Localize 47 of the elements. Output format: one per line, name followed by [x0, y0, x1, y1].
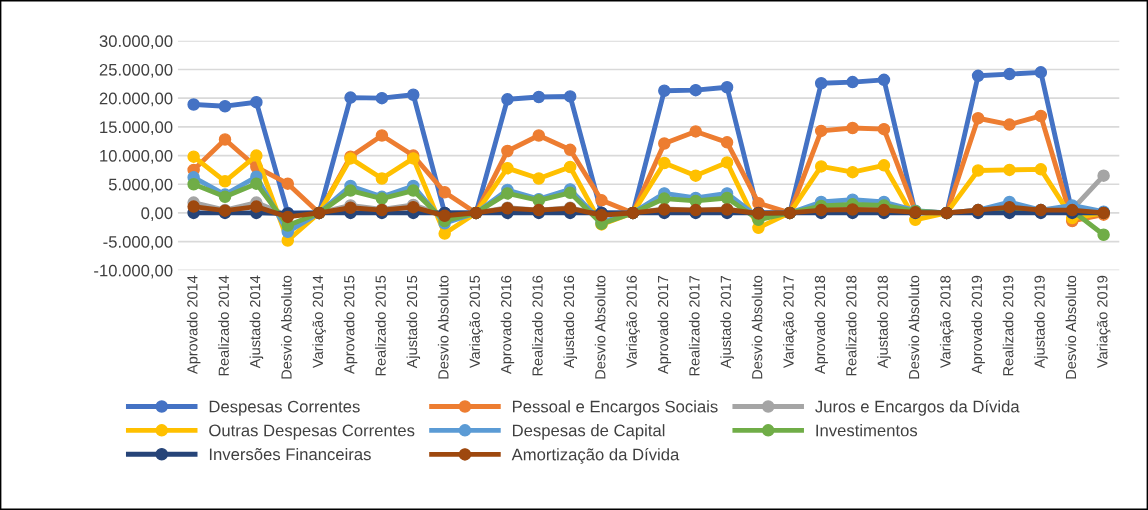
x-tick-label: Ajustado 2016 [563, 275, 577, 369]
y-tick-label: 0,00 [141, 207, 173, 222]
x-tick-label: Realizado 2019 [1002, 275, 1014, 376]
x-tick-label: Variação 2019 [1096, 275, 1111, 369]
x-tick-label: Variação 2017 [782, 275, 797, 369]
x-tick-label: Variação 2014 [312, 275, 326, 369]
legend-label: Pessoal e Encargos Sociais [512, 400, 718, 416]
x-tick-label: Variação 2016 [626, 275, 640, 369]
x-tick-label: Variação 2018 [939, 275, 954, 369]
x-tick-label: Aprovado 2015 [343, 275, 358, 375]
y-tick-label: 30.000,00 [99, 35, 173, 49]
x-tick-label: Ajustado 2015 [406, 275, 421, 369]
legend-label: Amortização da Dívida [511, 447, 680, 464]
x-tick-label: Desvio Absoluto [908, 275, 920, 379]
legend-label: Outras Despesas Correntes [209, 424, 415, 440]
x-tick-label: Desvio Absoluto [1065, 275, 1077, 379]
x-tick-label: Ajustado 2019 [1034, 275, 1048, 369]
y-tick-label: 10.000,00 [100, 149, 173, 164]
legend-label: Investimentos [816, 424, 918, 437]
x-tick-label: Aprovado 2017 [657, 275, 672, 375]
x-tick-label: Realizado 2016 [532, 275, 543, 376]
x-tick-label: Ajustado 2017 [720, 275, 734, 369]
x-tick-label: Variação 2015 [469, 275, 483, 369]
x-tick-label: Aprovado 2019 [971, 275, 985, 375]
x-tick-label: Ajustado 2014 [249, 275, 264, 369]
legend-label: Despesas Correntes [209, 400, 360, 416]
x-tick-label: Aprovado 2016 [500, 275, 515, 375]
x-tick-label: Realizado 2014 [218, 275, 229, 376]
y-tick-label: -10.000,00 [94, 264, 173, 279]
legend-label: Inversões Financeiras [209, 447, 371, 461]
x-tick-label: Aprovado 2018 [814, 275, 828, 375]
x-tick-label: Aprovado 2014 [186, 275, 201, 375]
y-tick-label: 25.000,00 [99, 63, 173, 78]
y-tick-label: 20.000,00 [99, 92, 173, 107]
y-tick-label: 15.000,00 [100, 121, 173, 136]
y-tick-label: 5.000,00 [108, 178, 173, 193]
x-tick-label: Desvio Absoluto [280, 275, 292, 379]
x-tick-label: Realizado 2018 [845, 275, 857, 376]
x-tick-label: Desvio Absoluto [594, 275, 606, 379]
x-tick-label: Realizado 2015 [375, 275, 386, 376]
x-tick-label: Desvio Absoluto [751, 275, 763, 379]
y-tick-label: -5.000,00 [103, 236, 173, 250]
x-tick-label: Realizado 2017 [688, 275, 700, 376]
x-tick-label: Ajustado 2018 [877, 275, 891, 369]
legend-label: Juros e Encargos da Dívida [815, 400, 1020, 416]
x-tick-label: Desvio Absoluto [437, 275, 449, 379]
legend-label: Despesas de Capital [512, 424, 665, 440]
